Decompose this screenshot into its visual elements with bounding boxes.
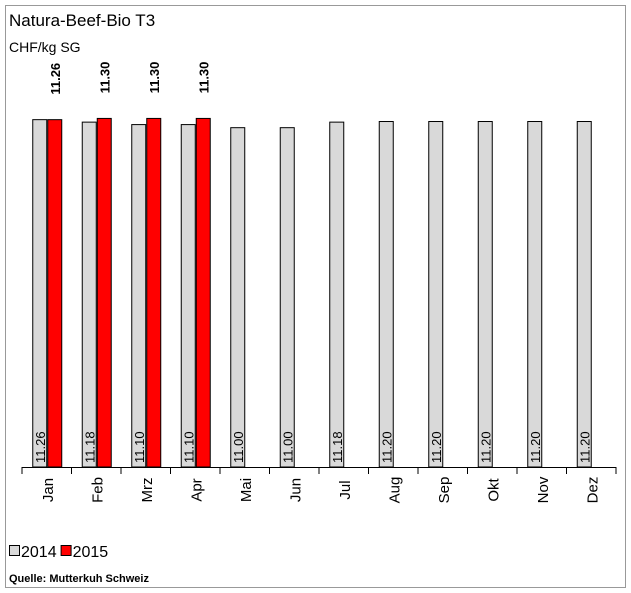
bar: [180, 124, 196, 468]
value-label: 11.18: [330, 431, 345, 463]
chart-subtitle: CHF/kg SG: [9, 39, 81, 55]
value-label: 11.30: [196, 62, 211, 94]
value-label: 11.20: [478, 431, 493, 463]
value-label: 11.10: [132, 431, 147, 463]
x-tick-label: Okt: [485, 478, 502, 502]
bar: [195, 117, 211, 468]
x-tick-label: Mai: [238, 478, 255, 502]
legend-label: 2015: [73, 544, 109, 561]
value-label: 11.30: [97, 62, 112, 94]
x-tick-label: Feb: [89, 477, 106, 503]
bar: [96, 117, 112, 468]
x-tick-label: Jul: [337, 480, 354, 499]
bar: [32, 119, 48, 468]
value-label: 11.30: [147, 62, 162, 94]
bar: [81, 121, 97, 468]
bar: [576, 121, 592, 468]
value-label: 11.00: [231, 431, 246, 463]
x-tick-label: Mrz: [139, 478, 156, 503]
legend-swatch: [60, 545, 72, 556]
legend-label: 2014: [21, 544, 57, 561]
bar: [527, 121, 543, 468]
bar: [279, 127, 295, 468]
value-label: 11.20: [429, 431, 444, 463]
bar: [378, 121, 394, 468]
x-tick-label: Nov: [535, 476, 552, 503]
value-label: 11.20: [577, 431, 592, 463]
bar: [47, 119, 63, 468]
bar: [146, 117, 162, 468]
x-tick-label: Dez: [584, 477, 601, 504]
value-label: 11.20: [379, 431, 394, 463]
source-note: Quelle: Mutterkuh Schweiz: [9, 573, 149, 585]
legend-swatch: [9, 545, 20, 556]
x-tick-label: Aug: [386, 477, 403, 504]
value-label: 11.18: [82, 431, 97, 463]
bar: [230, 127, 246, 468]
bar: [428, 121, 444, 468]
x-tick-label: Jan: [40, 478, 57, 502]
chart-title: Natura-Beef-Bio T3: [9, 11, 155, 30]
x-tick-label: Sep: [436, 477, 453, 504]
value-label: 11.20: [528, 431, 543, 463]
value-label: 11.10: [181, 431, 196, 463]
x-tick-label: Jun: [287, 478, 304, 502]
bar: [329, 121, 345, 468]
value-label: 11.26: [48, 63, 63, 95]
value-label: 11.00: [280, 431, 295, 463]
x-tick-label: Apr: [188, 478, 205, 501]
value-label: 11.26: [33, 431, 48, 463]
bar: [477, 121, 493, 468]
bar: [131, 124, 147, 468]
